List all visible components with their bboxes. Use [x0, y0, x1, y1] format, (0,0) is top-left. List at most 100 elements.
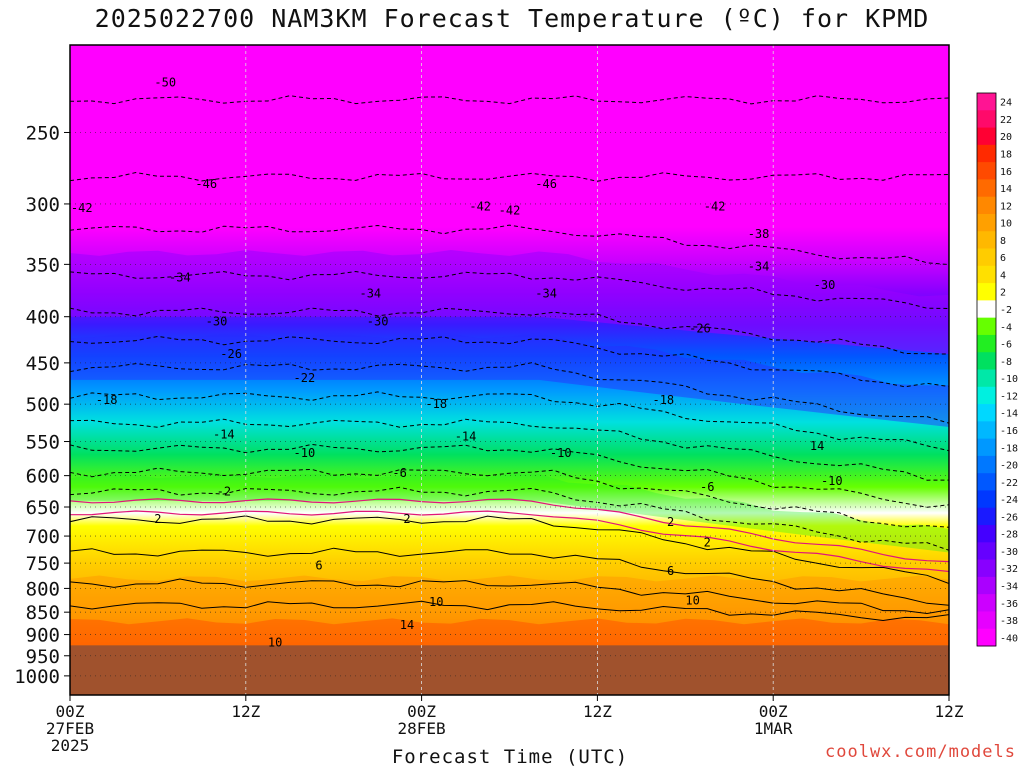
contour-line — [70, 391, 949, 452]
legend-label: -24 — [1000, 495, 1018, 506]
contour-label: -14 — [213, 427, 235, 441]
legend-swatch — [977, 438, 996, 457]
contour-label: -18 — [96, 393, 118, 407]
temperature-band — [70, 618, 949, 646]
contour-line — [70, 515, 949, 584]
contour-label: 2 — [704, 536, 711, 550]
legend-swatch — [977, 283, 996, 301]
x-tick-label: 00Z — [56, 702, 85, 721]
legend-swatch — [977, 93, 996, 111]
legend-swatch — [977, 231, 996, 250]
legend-swatch — [977, 542, 996, 561]
y-tick-label: 450 — [26, 353, 60, 375]
legend-label: 4 — [1000, 270, 1006, 281]
temperature-band — [70, 575, 949, 646]
y-tick-label: 500 — [26, 394, 60, 416]
contour-label: -10 — [821, 474, 843, 488]
legend-swatch — [977, 352, 996, 370]
contour-label: -34 — [535, 286, 557, 300]
legend-swatch — [977, 196, 996, 215]
contour-label: -14 — [455, 430, 477, 444]
legend-swatch — [977, 473, 996, 491]
legend-swatch — [977, 525, 996, 543]
contour-label: 6 — [315, 559, 322, 573]
legend-label: 20 — [1000, 132, 1012, 143]
legend-label: -28 — [1000, 530, 1018, 541]
y-tick-label: 700 — [26, 526, 60, 548]
y-tick-label: 400 — [26, 307, 60, 329]
contour-label: -2 — [217, 485, 231, 499]
contour-label: 10 — [685, 593, 699, 607]
x-tick-label: 2025 — [51, 736, 90, 755]
contour-label: -34 — [748, 260, 770, 274]
contour-label: 10 — [268, 635, 282, 649]
x-axis-label: Forecast Time (UTC) — [391, 746, 629, 768]
x-tick-label: 28FEB — [398, 719, 446, 738]
legend-label: -12 — [1000, 391, 1018, 402]
legend-swatch — [977, 127, 996, 146]
contour-label: -42 — [499, 203, 521, 217]
contour-line — [70, 486, 949, 551]
y-tick-label: 350 — [26, 254, 60, 276]
contour-label: -10 — [550, 446, 572, 460]
contour-label: -26 — [689, 321, 711, 335]
legend-label: -34 — [1000, 582, 1018, 593]
legend-label: 6 — [1000, 253, 1006, 264]
contour-label: -42 — [469, 200, 491, 214]
legend-label: -4 — [1000, 322, 1012, 333]
legend-swatch — [977, 507, 996, 526]
y-tick-label: 900 — [26, 625, 60, 647]
y-tick-label: 800 — [26, 578, 60, 600]
legend-swatch — [977, 559, 996, 578]
contour-line — [70, 467, 949, 528]
contour-label: -30 — [814, 278, 836, 292]
contour-label: 10 — [429, 595, 443, 609]
contour-label: 2 — [403, 512, 410, 526]
contour-line — [70, 270, 949, 309]
source-credit[interactable]: coolwx.com/models — [825, 742, 1016, 762]
contour-label: 2 — [667, 515, 674, 529]
contour-label: -6 — [700, 480, 714, 494]
legend-swatch — [977, 369, 996, 388]
legend-swatch — [977, 213, 996, 232]
legend-label: 18 — [1000, 149, 1012, 160]
legend-swatch — [977, 421, 996, 440]
temperature-band — [70, 332, 949, 427]
legend-label: -36 — [1000, 599, 1018, 610]
legend-label: -20 — [1000, 461, 1018, 472]
contour-label: 2 — [154, 512, 161, 526]
temperature-band — [70, 250, 949, 355]
contour-label: -10 — [294, 446, 316, 460]
x-tick-label: 12Z — [231, 702, 260, 721]
legend-swatch — [977, 628, 996, 647]
legend-swatch — [977, 248, 996, 267]
contour-line — [70, 307, 949, 355]
contour-label: -42 — [71, 201, 93, 215]
x-tick-label: 12Z — [935, 702, 964, 721]
x-tick-label: 1MAR — [754, 719, 793, 738]
contour-label: -46 — [195, 177, 217, 191]
contour-label: -18 — [425, 397, 447, 411]
legend-label: -10 — [1000, 374, 1018, 385]
legend-swatch — [977, 317, 996, 336]
legend-label: -14 — [1000, 409, 1018, 420]
contour-label: -46 — [535, 177, 557, 191]
contour-label: -22 — [294, 371, 316, 385]
legend-label: 24 — [1000, 98, 1012, 109]
contour-line — [70, 418, 949, 481]
contour-label: -26 — [220, 347, 242, 361]
contour-line — [70, 578, 949, 615]
contour-label: -30 — [367, 315, 389, 329]
x-tick-label: 00Z — [759, 702, 788, 721]
legend-swatch — [977, 334, 996, 353]
legend-label: -16 — [1000, 426, 1018, 437]
y-tick-label: 650 — [26, 497, 60, 519]
y-tick-label: 600 — [26, 466, 60, 488]
legend-label: 22 — [1000, 115, 1012, 126]
legend-label: -30 — [1000, 547, 1018, 558]
legend-label: -6 — [1000, 340, 1012, 351]
legend-swatch — [977, 162, 996, 180]
legend-swatch — [977, 594, 996, 612]
legend-swatch — [977, 576, 996, 595]
